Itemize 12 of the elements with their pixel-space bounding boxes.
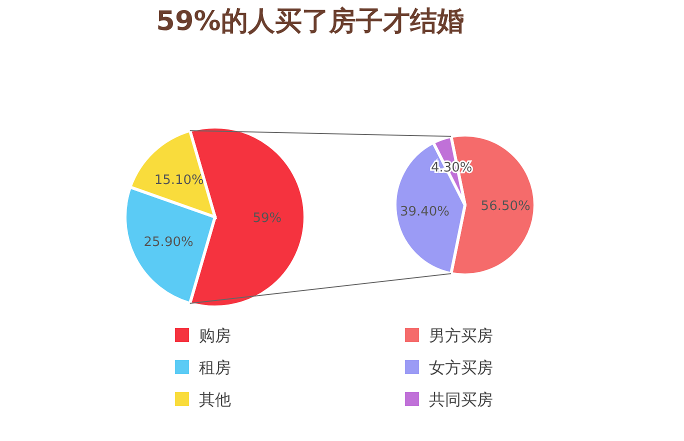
legend-label: 男方买房 [429,326,493,345]
legend-label: 女方买房 [429,358,493,377]
data-label: 59% [252,211,282,226]
chart-title: 59%的人买了房子才结婚 [156,6,464,37]
data-label: 39.40% [400,204,450,220]
data-label: 15.10% [154,173,204,188]
legend-label: 共同买房 [429,390,493,409]
legend-label: 其他 [199,390,231,409]
legend-label: 租房 [199,358,231,377]
legend-label: 购房 [199,326,231,345]
data-label: 56.50% [480,199,530,214]
data-label: 25.90% [144,234,194,250]
